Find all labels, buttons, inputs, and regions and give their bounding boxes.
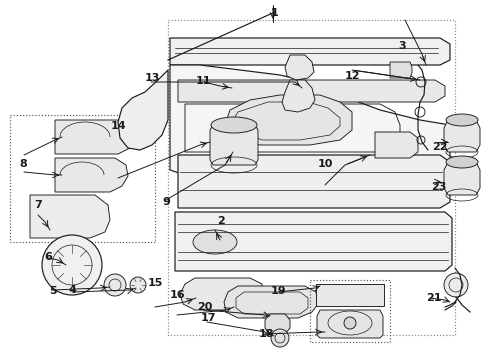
Polygon shape (175, 212, 452, 271)
Text: 19: 19 (270, 286, 286, 296)
Text: 20: 20 (197, 302, 213, 312)
Circle shape (130, 277, 146, 293)
Circle shape (104, 274, 126, 296)
Ellipse shape (446, 156, 478, 168)
Ellipse shape (211, 117, 257, 133)
Polygon shape (55, 120, 135, 154)
Text: 6: 6 (44, 252, 52, 262)
Text: 9: 9 (163, 197, 171, 207)
Polygon shape (375, 132, 418, 158)
Polygon shape (285, 55, 314, 80)
Polygon shape (178, 155, 450, 208)
Ellipse shape (193, 230, 237, 254)
Text: 1: 1 (270, 8, 278, 18)
Ellipse shape (446, 114, 478, 126)
Polygon shape (224, 286, 318, 318)
Text: 10: 10 (318, 159, 334, 169)
Text: 15: 15 (148, 278, 164, 288)
Circle shape (42, 235, 102, 295)
Text: 4: 4 (69, 285, 76, 295)
Text: 14: 14 (111, 121, 126, 131)
Polygon shape (265, 314, 290, 334)
Polygon shape (225, 95, 352, 145)
Text: 17: 17 (200, 312, 216, 323)
Text: 13: 13 (144, 73, 160, 84)
Polygon shape (178, 80, 445, 102)
Text: 18: 18 (259, 329, 274, 339)
Text: 5: 5 (49, 286, 57, 296)
Text: 11: 11 (196, 76, 211, 86)
Text: 23: 23 (431, 182, 446, 192)
Text: 3: 3 (398, 41, 406, 51)
Text: 12: 12 (345, 71, 361, 81)
Text: 21: 21 (426, 293, 441, 303)
Circle shape (444, 273, 468, 297)
Polygon shape (282, 80, 315, 112)
Text: 2: 2 (217, 216, 224, 226)
Polygon shape (316, 284, 384, 306)
Polygon shape (170, 38, 450, 65)
Polygon shape (170, 65, 450, 202)
Polygon shape (55, 158, 128, 192)
Circle shape (344, 317, 356, 329)
Polygon shape (210, 125, 258, 165)
Text: 8: 8 (20, 159, 27, 169)
Polygon shape (444, 162, 480, 195)
Polygon shape (30, 195, 110, 238)
Polygon shape (444, 120, 480, 152)
Polygon shape (180, 278, 264, 310)
Circle shape (271, 329, 289, 347)
Polygon shape (390, 62, 412, 78)
Polygon shape (317, 310, 383, 338)
Polygon shape (118, 70, 168, 150)
Text: 22: 22 (432, 142, 448, 152)
Text: 16: 16 (170, 290, 185, 300)
Text: 7: 7 (34, 200, 42, 210)
